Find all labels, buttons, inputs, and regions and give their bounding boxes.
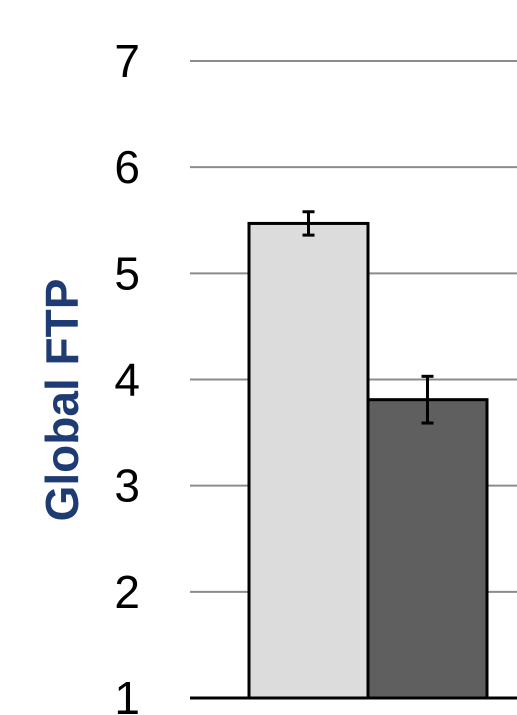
y-tick-label: 1 (114, 672, 140, 715)
y-tick-label: 7 (114, 35, 140, 87)
y-tick-label: 4 (114, 354, 140, 406)
error-bars (302, 210, 434, 425)
bar (366, 398, 489, 700)
y-axis-title: Global FTP (36, 279, 88, 522)
error-bar (302, 210, 315, 237)
y-tick-label: 3 (114, 460, 140, 512)
error-bar (421, 374, 434, 425)
bar (247, 221, 370, 700)
y-axis-ticks: 1 2 3 4 5 6 7 (114, 35, 140, 715)
y-tick-label: 6 (114, 141, 140, 193)
bars (247, 221, 489, 700)
y-tick-label: 2 (114, 566, 140, 618)
y-tick-label: 5 (114, 247, 140, 299)
